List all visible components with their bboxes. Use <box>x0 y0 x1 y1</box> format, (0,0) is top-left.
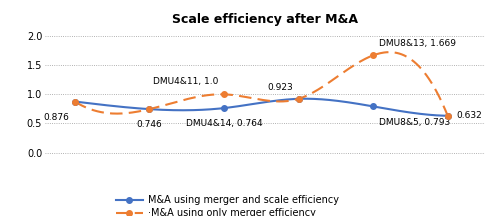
Legend: M&A using merger and scale efficiency, ·M&A using only merger efficiency: M&A using merger and scale efficiency, ·… <box>116 195 339 216</box>
Text: 0.632: 0.632 <box>456 111 482 120</box>
Title: Scale efficiency after M&A: Scale efficiency after M&A <box>172 13 358 26</box>
Text: DMU8&5, 0.793: DMU8&5, 0.793 <box>378 118 450 127</box>
Text: DMU4&11, 1.0: DMU4&11, 1.0 <box>153 77 218 86</box>
Text: 0.876: 0.876 <box>44 113 70 122</box>
Text: DMU8&13, 1.669: DMU8&13, 1.669 <box>378 39 456 48</box>
Text: 0.746: 0.746 <box>136 120 162 129</box>
Text: 0.923: 0.923 <box>268 83 293 92</box>
Text: DMU4&14, 0.764: DMU4&14, 0.764 <box>186 119 262 128</box>
